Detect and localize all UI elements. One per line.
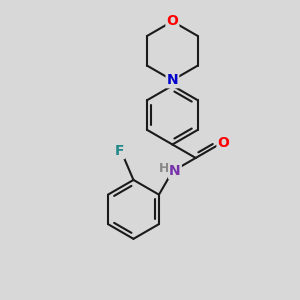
Text: O: O [218, 136, 230, 150]
Text: H: H [159, 162, 169, 175]
Text: O: O [167, 14, 178, 28]
Text: F: F [115, 144, 124, 158]
Text: N: N [169, 164, 181, 178]
Text: N: N [167, 73, 178, 87]
